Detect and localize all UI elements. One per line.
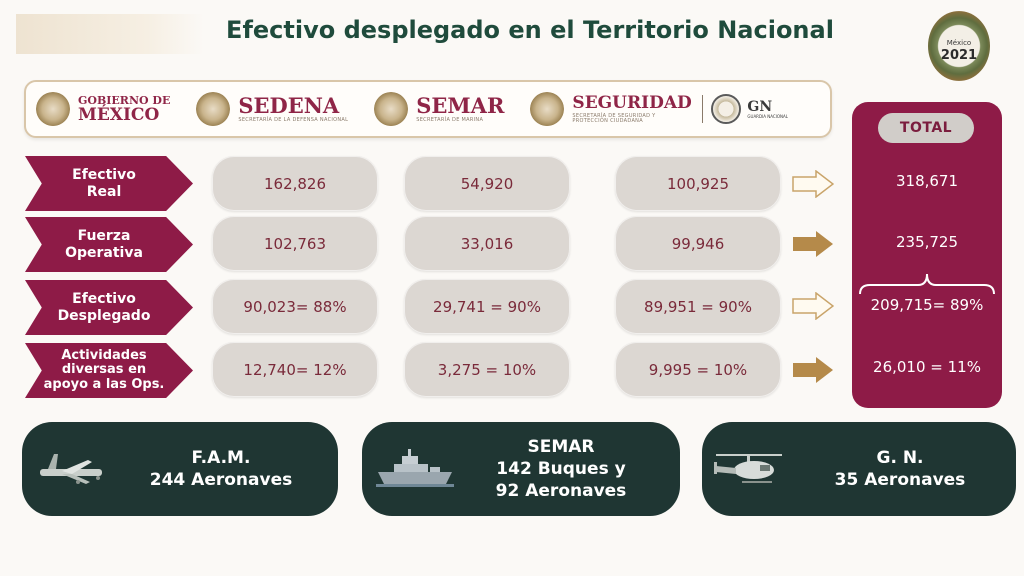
sedena-name: SEDENA (238, 93, 340, 118)
gn-fleet-count: 35 Aeronaves (834, 470, 966, 490)
row-label-line: Desplegado (57, 307, 151, 324)
seguridad-seal-icon (530, 92, 565, 126)
row-label-efectivo-desplegado: Efectivo Desplegado (25, 280, 193, 335)
arrow-right-filled-icon (793, 357, 833, 383)
header-accent-tab (16, 14, 204, 54)
gobierno-line2: MÉXICO (78, 104, 160, 125)
gobierno-seal-icon (36, 92, 70, 126)
row-label-line: diversas en (61, 362, 147, 378)
gn-fleet-title: G. N. (876, 447, 924, 468)
cell-sedena-fuerza-operativa: 102,763 (212, 216, 378, 271)
row-label-line: Fuerza (77, 228, 131, 245)
cell-seguridad-actividades-diversas: 9,995 = 10% (615, 342, 781, 397)
semar-seal-icon (374, 92, 409, 126)
logo-divider (702, 95, 704, 123)
gn-subtitle: GUARDIA NACIONAL (747, 113, 788, 119)
cell-semar-efectivo-desplegado: 29,741 = 90% (404, 279, 570, 334)
gn-fleet-card: G. N. 35 Aeronaves (702, 422, 1016, 516)
semar-fleet-card: SEMAR 142 Buques y 92 Aeronaves (362, 422, 680, 516)
row-label-line: Actividades (61, 348, 147, 364)
helicopter-icon (714, 454, 782, 483)
total-actividades-diversas: 26,010 = 11% (873, 358, 981, 376)
row-label-fuerza-operativa: Fuerza Operativa (25, 217, 193, 272)
total-fuerza-operativa: 235,725 (895, 233, 959, 251)
semar-subtitle: SECRETARÍA DE MARINA (416, 117, 484, 123)
cell-semar-actividades-diversas: 3,275 = 10% (404, 342, 570, 397)
row-label-line: Efectivo (72, 167, 136, 184)
total-header-badge: TOTAL (878, 113, 974, 143)
sedena-seal-icon (196, 92, 231, 126)
ship-icon (376, 449, 454, 487)
anniversary-logo-year: 2021 (940, 48, 978, 63)
institution-logo-bar: GOBIERNO DE MÉXICO SEDENA SECRETARÍA DE … (24, 80, 832, 138)
fam-fleet-count: 244 Aeronaves (149, 470, 293, 490)
total-efectivo-real: 318,671 (895, 172, 959, 190)
arrow-right-filled-icon (793, 231, 833, 257)
seguridad-subtitle: SECRETARÍA DE SEGURIDAD Y PROTECCIÓN CIU… (572, 112, 656, 124)
page-title: Efectivo desplegado en el Territorio Nac… (226, 16, 834, 44)
semar-logo: SEMAR SECRETARÍA DE MARINA (374, 92, 504, 126)
arrow-right-outline-icon (792, 170, 834, 198)
row-label-line: Real (86, 183, 122, 200)
semar-fleet-ships: 142 Buques y (496, 458, 626, 479)
sedena-subtitle: SECRETARÍA DE LA DEFENSA NACIONAL (238, 117, 349, 123)
arrow-right-outline-icon (792, 292, 834, 320)
cell-sedena-efectivo-desplegado: 90,023= 88% (212, 279, 378, 334)
row-label-line: Efectivo (72, 291, 136, 308)
cell-sedena-actividades-diversas: 12,740= 12% (212, 342, 378, 397)
total-efectivo-desplegado: 209,715= 89% (870, 296, 984, 314)
total-panel (852, 102, 1002, 408)
cell-seguridad-efectivo-real: 100,925 (615, 156, 781, 211)
airplane-icon (40, 454, 102, 484)
brace-connector-icon (859, 273, 995, 295)
gobierno-line1: GOBIERNO DE (78, 93, 171, 107)
semar-name: SEMAR (416, 93, 505, 118)
semar-fleet-title: SEMAR (527, 436, 595, 457)
cell-seguridad-fuerza-operativa: 99,946 (615, 216, 781, 271)
gn-seal-icon (711, 94, 742, 124)
anniversary-logo-text: México (946, 39, 972, 47)
cell-semar-efectivo-real: 54,920 (404, 156, 570, 211)
seguridad-name: SEGURIDAD (572, 92, 692, 113)
sedena-logo: SEDENA SECRETARÍA DE LA DEFENSA NACIONAL (196, 92, 348, 126)
gn-name: GN (747, 98, 773, 115)
cell-semar-fuerza-operativa: 33,016 (404, 216, 570, 271)
fam-fleet-title: F.A.M. (191, 447, 251, 468)
cell-sedena-efectivo-real: 162,826 (212, 156, 378, 211)
semar-fleet-aircraft: 92 Aeronaves (495, 481, 627, 502)
gn-logo: GN GUARDIA NACIONAL (711, 94, 788, 124)
row-label-efectivo-real: Efectivo Real (25, 156, 193, 211)
row-label-line: apoyo a las Ops. (43, 376, 165, 392)
row-label-line: Operativa (65, 244, 143, 261)
fam-fleet-card: F.A.M. 244 Aeronaves (22, 422, 338, 516)
seguridad-logo: SEGURIDAD SECRETARÍA DE SEGURIDAD Y PROT… (530, 92, 692, 126)
cell-seguridad-efectivo-desplegado: 89,951 = 90% (615, 279, 781, 334)
anniversary-logo: México 2021 (928, 11, 990, 81)
row-label-actividades-diversas: Actividades diversas en apoyo a las Ops. (25, 343, 193, 398)
gobierno-logo: GOBIERNO DE MÉXICO (36, 92, 170, 126)
